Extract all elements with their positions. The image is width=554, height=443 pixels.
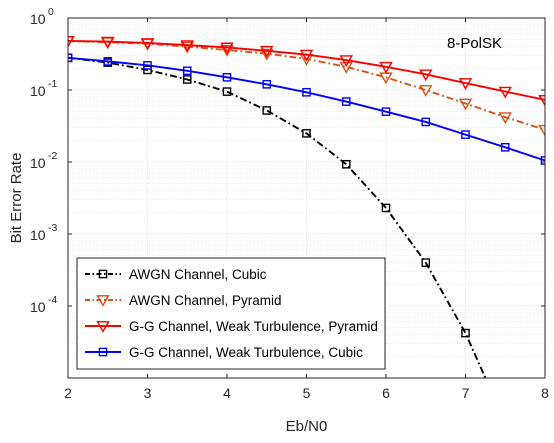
data-point: [540, 156, 545, 165]
legend-swatch-marker: [98, 347, 108, 357]
data-point: [461, 328, 470, 338]
y-tick-mantissa: 10: [30, 227, 46, 243]
data-point: [341, 159, 351, 169]
data-point: [260, 48, 274, 61]
x-tick-label: 4: [223, 385, 231, 401]
y-tick-mantissa: 10: [30, 155, 46, 171]
data-point: [103, 57, 113, 66]
y-tick-exponent: 0: [48, 6, 54, 18]
x-tick-label: 2: [64, 385, 72, 401]
data-point: [180, 40, 194, 53]
legend-label: AWGN Channel, Pyramid: [129, 293, 282, 308]
series-line: [68, 56, 545, 162]
y-tick-exponent: -4: [48, 294, 57, 306]
data-point: [421, 258, 431, 267]
data-point: [498, 86, 512, 99]
series-3: [68, 36, 545, 107]
data-point: [140, 38, 155, 50]
data-point: [262, 106, 272, 115]
x-tick-label: 5: [303, 385, 311, 401]
series-line: [68, 40, 545, 101]
y-tick-label: 10 -1: [30, 78, 57, 99]
y-tick-exponent: -2: [48, 150, 57, 162]
data-point: [220, 45, 234, 57]
data-point: [222, 87, 232, 96]
legend: AWGN Channel, Cubic AWGN Channel, Pyramid…: [76, 257, 386, 370]
data-point: [222, 73, 232, 82]
legend-label: G-G Channel, Weak Turbulence, Pyramid: [129, 319, 378, 334]
y-tick-exponent: -1: [48, 78, 57, 90]
data-point: [538, 94, 545, 107]
data-point: [143, 61, 152, 70]
data-point: [381, 107, 391, 116]
data-point: [419, 85, 433, 97]
x-axis-label: Eb/N0: [286, 418, 328, 435]
legend-box: [76, 257, 386, 370]
data-point: [260, 45, 274, 58]
data-point: [262, 79, 272, 89]
data-point: [302, 129, 311, 138]
annotation-label: 8-PolSK: [447, 35, 502, 52]
y-tick-mantissa: 10: [30, 83, 46, 99]
data-point: [182, 66, 192, 76]
legend-label: G-G Channel, Weak Turbulence, Cubic: [129, 345, 363, 360]
y-tick-exponent: -3: [48, 222, 57, 234]
data-point: [299, 49, 314, 62]
data-point: [341, 97, 351, 106]
data-point: [339, 55, 353, 68]
data-point: [498, 112, 512, 125]
data-point: [101, 36, 115, 49]
series-layer: [68, 36, 545, 378]
data-point: [458, 98, 473, 111]
y-tick-label: 10 0: [30, 6, 54, 27]
data-point: [458, 78, 473, 90]
data-point: [68, 36, 75, 48]
data-point: [538, 124, 545, 137]
y-tick-mantissa: 10: [30, 11, 46, 27]
x-tick-label: 3: [144, 385, 152, 401]
data-point: [379, 61, 393, 74]
data-point: [421, 117, 431, 127]
legend-swatch-marker: [96, 321, 110, 333]
x-tick-label: 7: [462, 385, 470, 401]
data-point: [302, 87, 311, 97]
y-tick-label: 10 -4: [30, 294, 57, 315]
tick-marks: [67, 17, 546, 378]
data-point: [180, 41, 194, 54]
data-point: [182, 75, 192, 84]
y-axis-label: Bit Error Rate: [8, 153, 25, 244]
data-point: [143, 65, 152, 75]
legend-label: AWGN Channel, Cubic: [129, 267, 267, 282]
data-point: [461, 130, 470, 139]
data-point: [419, 69, 433, 82]
legend-swatch-marker: [96, 295, 110, 307]
y-tick-label: 10 -2: [30, 150, 57, 171]
x-tick-labels: 2 3 4 5 6 7 8: [64, 385, 549, 401]
data-point: [339, 61, 353, 74]
y-tick-mantissa: 10: [30, 299, 46, 315]
x-tick-label: 8: [541, 385, 549, 401]
data-point: [500, 143, 510, 152]
legend-swatch-marker: [98, 269, 108, 279]
data-point: [381, 203, 391, 213]
y-tick-label: 10 -3: [30, 222, 57, 243]
data-point: [220, 42, 234, 55]
x-tick-label: 6: [382, 385, 390, 401]
